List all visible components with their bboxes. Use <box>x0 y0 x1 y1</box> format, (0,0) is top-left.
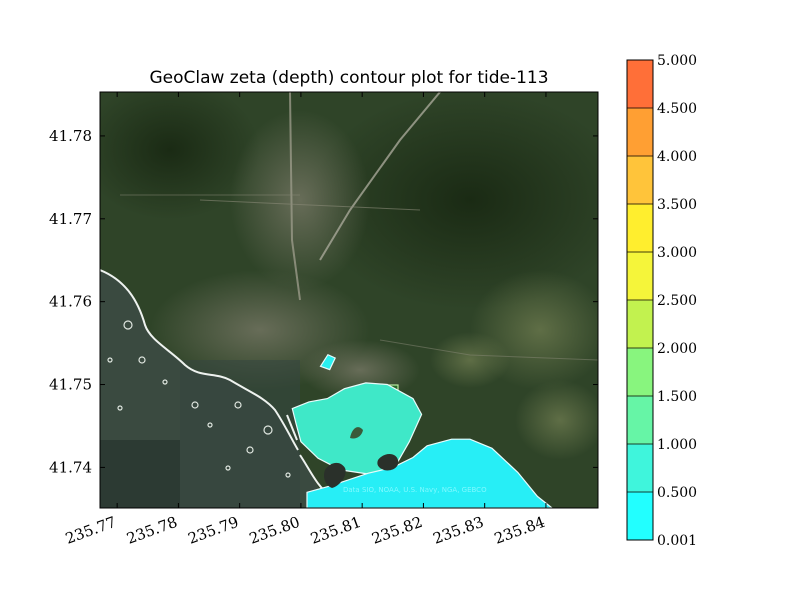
colorbar-label: 2.500 <box>657 293 697 309</box>
colorbar-segment <box>627 300 653 349</box>
y-tick-label: 41.76 <box>49 293 92 311</box>
colorbar-label: 0.500 <box>657 485 697 501</box>
x-tick-label: 235.83 <box>431 513 486 548</box>
y-tick-label: 41.74 <box>49 458 92 476</box>
plot-area-frame <box>99 91 599 509</box>
y-axis: 41.74 41.75 41.76 41.77 41.78 <box>49 127 598 476</box>
colorbar-label: 2.000 <box>657 341 697 357</box>
y-tick-label: 41.75 <box>49 376 92 394</box>
x-tick-label: 235.79 <box>186 513 241 548</box>
colorbar-segment <box>627 156 653 205</box>
colorbar-frame <box>626 59 654 541</box>
x-tick-label: 235.84 <box>492 513 547 548</box>
colorbar-label: 4.500 <box>657 101 697 117</box>
colorbar-segment <box>627 348 653 397</box>
inundation-harbor-channel <box>319 353 337 371</box>
colorbar-label: 1.000 <box>657 437 697 453</box>
x-tick-label: 235.81 <box>308 513 363 548</box>
colorbar-label: 1.500 <box>657 389 697 405</box>
x-tick-label: 235.82 <box>369 513 424 548</box>
colorbar-label: 4.000 <box>657 149 697 165</box>
colorbar: 0.001 0.500 1.000 1.500 2.000 2.500 3.000 3.500… <box>626 53 697 549</box>
colorbar-segment <box>627 204 653 253</box>
satellite-basemap <box>100 92 598 508</box>
harbor-structures <box>323 427 399 488</box>
x-tick-label: 235.78 <box>124 513 179 548</box>
colorbar-segment <box>627 108 653 157</box>
colorbar-segment <box>627 396 653 445</box>
colorbar-segment <box>627 492 653 541</box>
inundation-bay <box>306 438 554 508</box>
chart-title: GeoClaw zeta (depth) contour plot for ti… <box>149 68 548 88</box>
colorbar-label: 3.500 <box>657 197 697 213</box>
colorbar-label: 5.000 <box>657 53 697 69</box>
colorbar-segment <box>627 252 653 301</box>
map-attribution: Data SIO, NOAA, U.S. Navy, NGA, GEBCO <box>343 486 487 494</box>
x-tick-label: 235.80 <box>247 513 302 548</box>
colorbar-segment <box>627 60 653 109</box>
colorbar-segment <box>627 444 653 493</box>
x-tick-label: 235.77 <box>63 513 118 548</box>
y-tick-label: 41.78 <box>49 127 92 145</box>
y-tick-label: 41.77 <box>49 210 92 228</box>
colorbar-label: 0.001 <box>657 533 697 549</box>
colorbar-label: 3.000 <box>657 245 697 261</box>
